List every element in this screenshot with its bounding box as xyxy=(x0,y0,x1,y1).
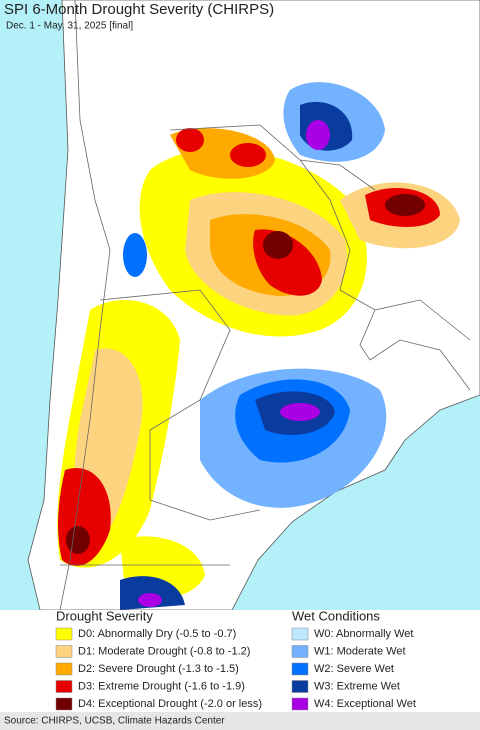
legend-label: D2: Severe Drought (-1.3 to -1.5) xyxy=(78,663,239,675)
w4-area xyxy=(306,120,330,150)
legend-swatch xyxy=(291,645,309,658)
legend-panel xyxy=(0,610,480,712)
wet-areas xyxy=(120,82,387,610)
d4-area xyxy=(385,194,425,216)
legend-swatch xyxy=(55,627,73,641)
legend-swatch xyxy=(55,697,73,711)
subtitle: Dec. 1 - May. 31, 2025 [final] xyxy=(6,21,133,32)
legend-label: D1: Moderate Drought (-0.8 to -1.2) xyxy=(78,645,250,657)
legend-label: W1: Moderate Wet xyxy=(314,645,406,657)
border xyxy=(59,0,111,611)
d3-area xyxy=(176,128,204,152)
legend-label: D3: Extreme Drought (-1.6 to -1.9) xyxy=(78,680,245,692)
legend-title: Wet Conditions xyxy=(292,608,380,623)
border xyxy=(299,159,471,341)
legend-swatch xyxy=(55,645,73,658)
legend-label: W2: Severe Wet xyxy=(314,663,394,675)
d3-area xyxy=(230,143,266,167)
legend-label: D0: Abnormally Dry (-0.5 to -0.7) xyxy=(78,628,236,640)
w3-area xyxy=(120,576,185,610)
legend-swatch xyxy=(55,680,73,693)
d4-area xyxy=(66,526,90,554)
legend: Drought Severity D0: Abnormally Dry (-0.5… xyxy=(55,608,416,711)
border xyxy=(99,289,261,521)
legend-label: W4: Exceptional Wet xyxy=(314,698,416,710)
legend-label: W0: Abnormally Wet xyxy=(314,628,413,640)
legend-label: W3: Extreme Wet xyxy=(314,680,400,692)
legend-label: D4: Exceptional Drought (-2.0 or less) xyxy=(78,698,262,710)
legend-swatch xyxy=(55,662,73,676)
legend-swatch xyxy=(291,662,309,676)
footer-bar xyxy=(0,712,480,730)
source: Source: CHIRPS, UCSB, Climate Hazards Ce… xyxy=(4,716,225,727)
legend-swatch xyxy=(291,697,309,711)
legend-swatch xyxy=(291,680,309,693)
w4-area xyxy=(280,403,320,421)
legend-swatch xyxy=(291,627,309,641)
w2-area xyxy=(123,233,147,277)
d4-area xyxy=(263,231,293,259)
drought-areas xyxy=(57,128,460,599)
legend-title: Drought Severity xyxy=(56,608,153,623)
borders xyxy=(59,0,471,611)
border xyxy=(359,309,471,391)
title: SPI 6-Month Drought Severity (CHIRPS) xyxy=(4,1,274,18)
w4-area xyxy=(138,593,162,607)
